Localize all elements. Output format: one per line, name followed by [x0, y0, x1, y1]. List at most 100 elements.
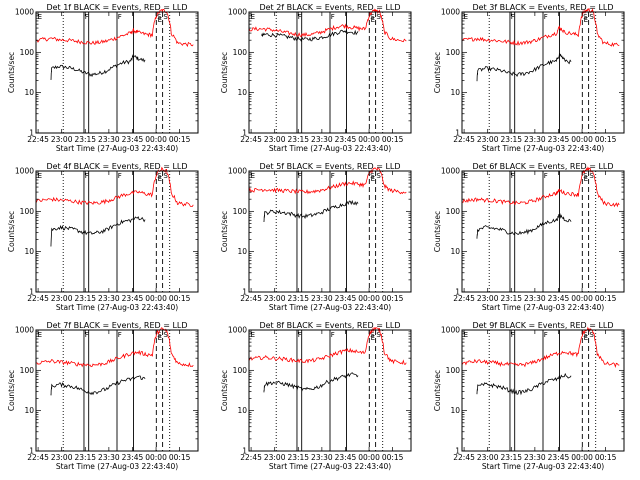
x-tick-label: 00:15: [595, 294, 617, 303]
marker-label: F: [118, 172, 122, 180]
y-axis-label: Counts/sec: [7, 211, 16, 252]
marker-label: F: [85, 172, 89, 180]
marker-label: S: [589, 172, 594, 180]
x-tick-label: 23:00: [477, 135, 499, 144]
x-tick-label: 22:45: [240, 453, 262, 462]
x-tick-label: 22:45: [27, 294, 49, 303]
x-axis-label: Start Time (27-Aug-03 22:43:40): [269, 303, 391, 312]
x-tick-label: 23:00: [51, 294, 73, 303]
y-axis-label: Counts/sec: [220, 52, 229, 93]
x-tick-label: 00:15: [169, 453, 191, 462]
y-tick-label: 1: [455, 288, 460, 297]
y-tick-label: 1000: [228, 8, 247, 17]
x-tick-label: 23:15: [500, 294, 522, 303]
marker-label: F: [544, 172, 548, 180]
series-lld-line: [248, 8, 407, 43]
x-tick-label: 23:15: [287, 453, 309, 462]
series-events-line: [476, 372, 572, 396]
plot-frame: [248, 170, 412, 293]
marker-label: E: [584, 16, 588, 24]
marker-label: S: [589, 331, 594, 339]
marker-label: F: [118, 331, 122, 339]
series-lld-line: [461, 326, 620, 368]
series-lld-line: [35, 327, 194, 368]
y-tick-label: 100: [446, 48, 461, 57]
y-axis-label: Counts/sec: [7, 370, 16, 411]
x-tick-label: 23:15: [74, 294, 96, 303]
y-tick-label: 10: [24, 406, 34, 415]
y-tick-label: 1: [29, 129, 34, 138]
marker-label: F: [511, 331, 515, 339]
x-axis-label: Start Time (27-Aug-03 22:43:40): [56, 462, 178, 471]
x-tick-label: 00:15: [382, 294, 404, 303]
marker-label: S: [376, 172, 381, 180]
y-tick-label: 1000: [15, 167, 34, 176]
y-tick-label: 100: [20, 366, 35, 375]
x-tick-label: 00:15: [382, 135, 404, 144]
y-axis-label: Counts/sec: [433, 211, 442, 252]
marker-label: S: [370, 13, 375, 21]
series-lld-line: [248, 326, 407, 365]
marker-label: E: [371, 334, 375, 342]
y-axis-label: Counts/sec: [433, 52, 442, 93]
series-events-line: [263, 199, 359, 223]
y-tick-label: 10: [450, 247, 460, 256]
marker-label: E: [158, 334, 162, 342]
x-tick-label: 00:00: [571, 294, 593, 303]
y-tick-label: 1: [29, 288, 34, 297]
marker-label: F: [331, 172, 335, 180]
panel-title: Det 3f BLACK = Events, RED = LLD: [472, 3, 613, 12]
x-tick-label: 22:45: [453, 453, 475, 462]
x-tick-label: 22:45: [240, 294, 262, 303]
x-tick-label: 23:30: [98, 453, 120, 462]
x-tick-label: 22:45: [453, 294, 475, 303]
x-tick-label: 23:45: [122, 453, 144, 462]
x-axis-label: Start Time (27-Aug-03 22:43:40): [269, 462, 391, 471]
marker-label: S: [157, 13, 162, 21]
marker-label: S: [376, 331, 381, 339]
marker-label: E: [158, 175, 162, 183]
x-tick-label: 00:15: [169, 135, 191, 144]
plot-frame: [248, 329, 412, 452]
panel-title: Det 5f BLACK = Events, RED = LLD: [259, 162, 400, 171]
marker-label: F: [85, 13, 89, 21]
marker-label: F: [331, 13, 335, 21]
series-events-line: [263, 372, 359, 393]
y-tick-label: 100: [20, 207, 35, 216]
y-axis-label: Counts/sec: [220, 370, 229, 411]
marker-label: S: [163, 331, 168, 339]
y-tick-label: 1000: [441, 8, 460, 17]
x-tick-label: 00:15: [382, 453, 404, 462]
x-tick-label: 00:15: [595, 135, 617, 144]
series-events-line: [476, 213, 572, 239]
y-tick-label: 1: [242, 447, 247, 456]
y-tick-label: 100: [233, 48, 248, 57]
y-tick-label: 1000: [441, 326, 460, 335]
marker-label: F: [544, 331, 548, 339]
panel-title: Det 7f BLACK = Events, RED = LLD: [46, 321, 187, 330]
x-tick-label: 23:30: [524, 135, 546, 144]
y-tick-label: 10: [450, 406, 460, 415]
x-tick-label: 23:00: [264, 453, 286, 462]
marker-label: S: [589, 13, 594, 21]
marker-label: F: [331, 331, 335, 339]
y-tick-label: 100: [446, 207, 461, 216]
x-tick-label: 23:30: [98, 294, 120, 303]
y-tick-label: 10: [24, 247, 34, 256]
x-tick-label: 23:00: [477, 453, 499, 462]
y-tick-label: 1000: [15, 326, 34, 335]
x-tick-label: 00:15: [595, 453, 617, 462]
x-tick-label: 22:45: [453, 135, 475, 144]
marker-label: F: [511, 172, 515, 180]
x-tick-label: 22:45: [27, 135, 49, 144]
series-events-line: [50, 54, 146, 80]
y-axis-label: Counts/sec: [220, 211, 229, 252]
marker-label: E: [38, 331, 42, 339]
marker-label: F: [298, 331, 302, 339]
panel-title: Det 4f BLACK = Events, RED = LLD: [46, 162, 187, 171]
